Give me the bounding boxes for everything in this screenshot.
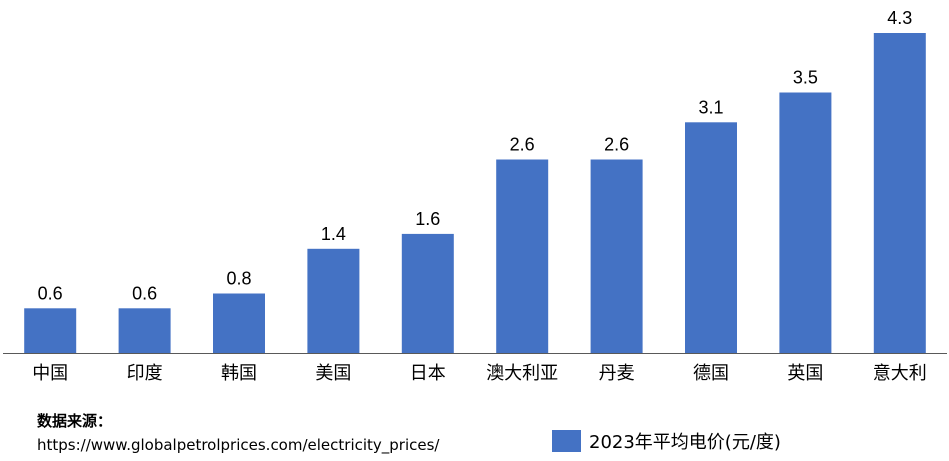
x-tick-label-1: 印度 [127, 363, 163, 384]
source-url: https://www.globalpetrolprices.com/elect… [37, 436, 440, 454]
data-label-0: 0.6 [38, 283, 63, 303]
data-label-3: 1.4 [321, 224, 346, 244]
x-tick-label-2: 韩国 [221, 363, 257, 384]
bar-6 [590, 159, 643, 353]
data-label-4: 1.6 [415, 209, 440, 229]
x-tick-label-3: 美国 [315, 363, 351, 384]
bar-9 [873, 33, 926, 353]
bar-8 [779, 92, 832, 353]
bar-1 [118, 308, 171, 353]
legend: 2023年平均电价(元/度) [552, 428, 781, 454]
x-tick-label-8: 英国 [787, 363, 823, 384]
x-tick-labels-group: 中国 印度 韩国 美国 日本 澳大利亚 丹麦 德国 英国 意大利 [32, 363, 927, 384]
x-tick-label-6: 丹麦 [599, 363, 635, 384]
x-tick-label-4: 日本 [410, 363, 446, 384]
bar-5 [496, 159, 549, 353]
source-title: 数据来源： [37, 412, 113, 430]
bar-7 [685, 122, 737, 353]
data-label-5: 2.6 [510, 135, 535, 155]
data-label-1: 0.6 [132, 283, 157, 303]
data-label-6: 2.6 [604, 135, 629, 155]
bar-3 [307, 248, 360, 353]
data-label-7: 3.1 [698, 97, 723, 117]
x-tick-label-7: 德国 [693, 363, 729, 384]
bar-4 [401, 233, 454, 353]
x-tick-label-5: 澳大利亚 [486, 363, 558, 384]
data-label-2: 0.8 [226, 269, 251, 289]
value-labels-group: 0.6 0.6 0.8 1.4 1.6 2.6 2.6 3.1 3.5 4.3 [38, 8, 913, 303]
x-tick-label-0: 中国 [32, 363, 68, 384]
bar-2 [213, 293, 265, 353]
bars-group [24, 33, 926, 353]
legend-swatch [552, 430, 581, 452]
legend-label: 2023年平均电价(元/度) [589, 432, 781, 453]
data-label-8: 3.5 [793, 68, 818, 88]
bar-0 [24, 308, 77, 353]
source-note: 数据来源： https://www.globalpetrolprices.com… [37, 409, 440, 457]
data-label-9: 4.3 [887, 8, 912, 28]
x-tick-label-9: 意大利 [873, 363, 927, 384]
